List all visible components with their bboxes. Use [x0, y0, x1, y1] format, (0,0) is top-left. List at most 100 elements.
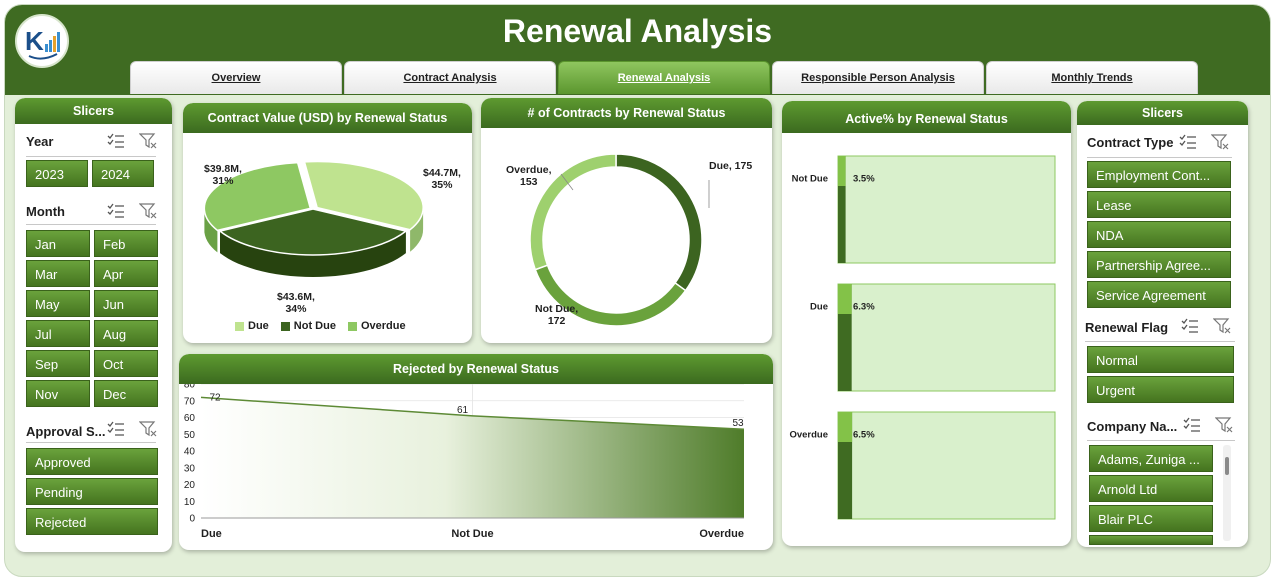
y-tick-label: 80 — [184, 384, 196, 391]
y-tick-label: 50 — [184, 430, 196, 441]
month-may-button[interactable]: May — [26, 290, 90, 317]
pie-label-due: $44.7M, 35% — [423, 167, 461, 191]
rejected-data-label: 53 — [732, 418, 744, 429]
rejected-chart-title: Rejected by Renewal Status — [179, 354, 773, 384]
month-feb-button[interactable]: Feb — [94, 230, 158, 257]
pie-label-overdue: $39.8M, 31% — [204, 163, 242, 187]
legend-item-overdue: Overdue — [347, 320, 406, 332]
approval-rejected-button[interactable]: Rejected — [26, 508, 158, 535]
tab-overview[interactable]: Overview — [130, 61, 342, 94]
month-apr-button[interactable]: Apr — [94, 260, 158, 287]
month-sep-button[interactable]: Sep — [26, 350, 90, 377]
active-percent-chart-title: Active% by Renewal Status — [782, 101, 1071, 133]
clear-filter-icon[interactable] — [1215, 417, 1233, 433]
company-scroll-thumb[interactable] — [1225, 457, 1229, 475]
tab-monthly-trends[interactable]: Monthly Trends — [986, 61, 1198, 94]
year-2023-button[interactable]: 2023 — [26, 160, 88, 187]
bar-category-label: Not Due — [792, 174, 828, 185]
clear-filter-icon[interactable] — [139, 203, 157, 219]
pie-side-due — [410, 207, 424, 252]
contract-type-service-button[interactable]: Service Agreement — [1087, 281, 1231, 308]
clear-filter-icon[interactable] — [139, 421, 157, 437]
year-slicer-title: Year — [26, 134, 54, 149]
rejected-area — [201, 397, 744, 518]
month-mar-button[interactable]: Mar — [26, 260, 90, 287]
clear-filter-icon[interactable] — [139, 133, 157, 149]
clear-filter-icon[interactable] — [1211, 134, 1229, 150]
page-title: Renewal Analysis — [502, 13, 773, 49]
bar-category-label: Due — [810, 302, 828, 313]
contract-type-slicer-title: Contract Type — [1087, 135, 1174, 150]
y-tick-label: 0 — [189, 514, 195, 525]
multi-select-icon[interactable] — [107, 133, 125, 149]
renewal-flag-slicer-title: Renewal Flag — [1085, 320, 1169, 335]
multi-select-icon[interactable] — [1183, 417, 1201, 433]
month-slicer-title: Month — [26, 204, 65, 219]
tab-renewal-analysis[interactable]: Renewal Analysis — [558, 61, 770, 94]
company-next-item-button[interactable] — [1089, 535, 1213, 545]
contract-type-employment-button[interactable]: Employment Cont... — [1087, 161, 1231, 188]
company-name-slicer-title: Company Na... — [1087, 419, 1178, 434]
contracts-count-chart-title: # of Contracts by Renewal Status — [481, 98, 772, 128]
contract-value-legend: Due Not Due Overdue — [235, 320, 406, 332]
approval-approved-button[interactable]: Approved — [26, 448, 158, 475]
pie-slice-not-due — [218, 208, 408, 256]
active-percent-chart-panel: Active% by Renewal Status 3.5% Not Due 6.3… — [782, 101, 1071, 546]
left-slicers-panel: Slicers Year 2023 2024 Month Jan Feb Mar… — [15, 98, 172, 552]
y-tick-label: 60 — [184, 413, 196, 424]
month-aug-button[interactable]: Aug — [94, 320, 158, 347]
month-jun-button[interactable]: Jun — [94, 290, 158, 317]
contracts-count-donut-chart — [529, 153, 710, 327]
x-category-label: Overdue — [699, 528, 744, 540]
company-arnold-ltd-button[interactable]: Arnold Ltd — [1089, 475, 1213, 502]
bar-not-due — [838, 156, 846, 263]
right-slicers-panel: Slicers Contract Type Employment Cont...… — [1077, 101, 1248, 547]
donut-label-not-due: Not Due, 172 — [535, 303, 579, 327]
renewal-flag-urgent-button[interactable]: Urgent — [1087, 376, 1234, 403]
legend-item-due: Due — [235, 320, 269, 332]
company-adams-zuniga-button[interactable]: Adams, Zuniga ... — [1089, 445, 1213, 472]
tab-responsible-person-analysis[interactable]: Responsible Person Analysis — [772, 61, 984, 94]
approval-slicer-title: Approval S... — [26, 424, 106, 439]
rejected-data-label: 61 — [457, 405, 469, 416]
bar-background — [837, 411, 1056, 520]
bar-value-label: 6.3% — [853, 302, 875, 313]
rejected-area-chart: 0 10 20 30 40 50 60 70 80 72 Due 61 Not Due 53 Overdue — [184, 384, 745, 540]
pie-side-not-due — [220, 231, 406, 277]
x-category-label: Due — [201, 528, 222, 540]
y-tick-label: 10 — [184, 497, 196, 508]
y-tick-label: 30 — [184, 463, 196, 474]
company-blair-plc-button[interactable]: Blair PLC — [1089, 505, 1213, 532]
pie-side-overdue — [204, 207, 218, 253]
svg-text:K: K — [25, 26, 44, 56]
multi-select-icon[interactable] — [107, 421, 125, 437]
contract-type-partnership-button[interactable]: Partnership Agree... — [1087, 251, 1231, 278]
donut-label-due: Due, 175 — [709, 160, 753, 172]
multi-select-icon[interactable] — [107, 203, 125, 219]
clear-filter-icon[interactable] — [1213, 318, 1231, 334]
approval-pending-button[interactable]: Pending — [26, 478, 158, 505]
multi-select-icon[interactable] — [1181, 318, 1199, 334]
bar-background — [837, 283, 1056, 392]
rejected-data-label: 72 — [209, 392, 221, 403]
year-2024-button[interactable]: 2024 — [92, 160, 154, 187]
y-tick-label: 70 — [184, 396, 196, 407]
bar-category-label: Overdue — [789, 430, 828, 441]
pie-slice-due — [303, 160, 424, 231]
contract-type-lease-button[interactable]: Lease — [1087, 191, 1231, 218]
donut-label-overdue: Overdue, 153 — [506, 164, 552, 188]
month-nov-button[interactable]: Nov — [26, 380, 90, 407]
company-scrollbar[interactable] — [1223, 445, 1231, 541]
bar-value-label: 3.5% — [853, 174, 875, 185]
tab-contract-analysis[interactable]: Contract Analysis — [344, 61, 556, 94]
legend-item-not-due: Not Due — [280, 320, 336, 332]
bar-background — [837, 155, 1056, 264]
month-dec-button[interactable]: Dec — [94, 380, 158, 407]
renewal-flag-normal-button[interactable]: Normal — [1087, 346, 1234, 373]
contract-type-nda-button[interactable]: NDA — [1087, 221, 1231, 248]
month-oct-button[interactable]: Oct — [94, 350, 158, 377]
contract-value-chart-panel: Contract Value (USD) by Renewal Status $… — [183, 103, 472, 343]
month-jan-button[interactable]: Jan — [26, 230, 90, 257]
multi-select-icon[interactable] — [1179, 134, 1197, 150]
month-jul-button[interactable]: Jul — [26, 320, 90, 347]
